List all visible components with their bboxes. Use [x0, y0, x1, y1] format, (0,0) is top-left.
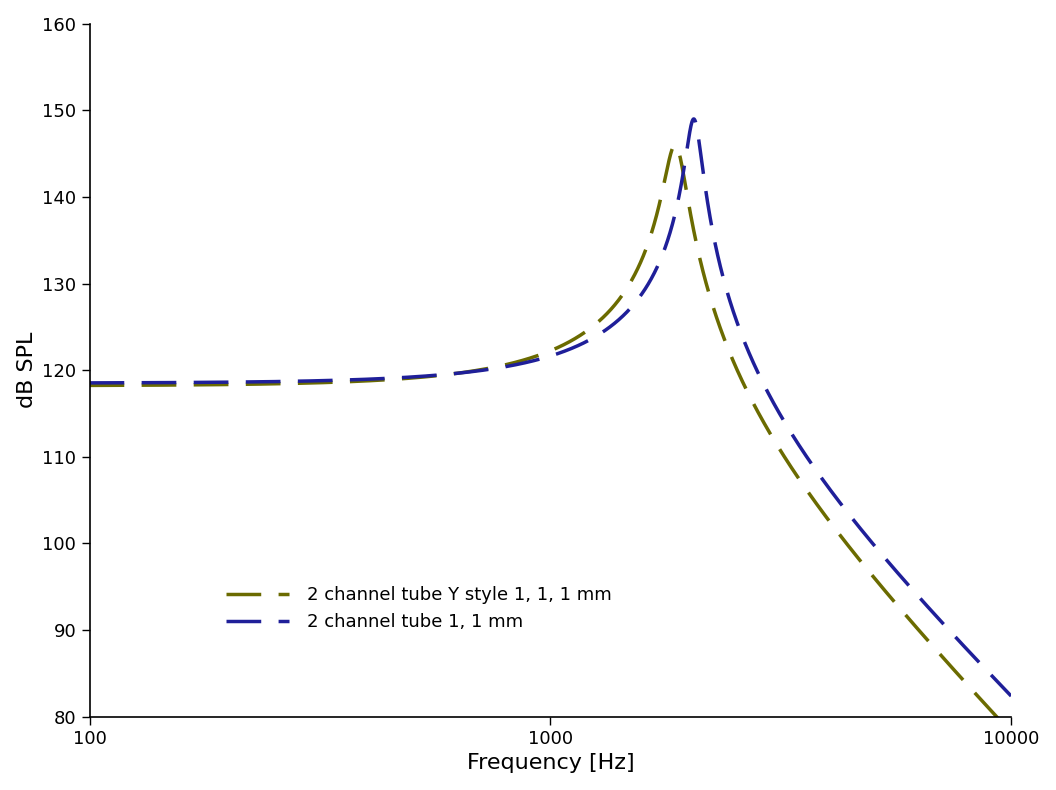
- 2 channel tube 1, 1 mm: [987, 672, 1000, 682]
- 2 channel tube 1, 1 mm: [188, 378, 201, 387]
- 2 channel tube 1, 1 mm: [476, 366, 489, 375]
- Y-axis label: dB SPL: dB SPL: [17, 332, 37, 408]
- Legend: 2 channel tube Y style 1, 1, 1 mm, 2 channel tube 1, 1 mm: 2 channel tube Y style 1, 1, 1 mm, 2 cha…: [219, 579, 619, 638]
- 2 channel tube Y style 1, 1, 1 mm: [888, 596, 901, 606]
- 2 channel tube Y style 1, 1, 1 mm: [436, 371, 449, 380]
- 2 channel tube Y style 1, 1, 1 mm: [668, 140, 681, 149]
- 2 channel tube 1, 1 mm: [243, 377, 256, 386]
- 2 channel tube 1, 1 mm: [888, 564, 901, 574]
- 2 channel tube Y style 1, 1, 1 mm: [987, 709, 1000, 718]
- 2 channel tube 1, 1 mm: [687, 115, 700, 124]
- 2 channel tube 1, 1 mm: [436, 370, 449, 379]
- 2 channel tube 1, 1 mm: [1005, 691, 1018, 701]
- Line: 2 channel tube 1, 1 mm: 2 channel tube 1, 1 mm: [90, 119, 1012, 696]
- 2 channel tube Y style 1, 1, 1 mm: [83, 381, 96, 390]
- X-axis label: Frequency [Hz]: Frequency [Hz]: [467, 754, 635, 773]
- 2 channel tube Y style 1, 1, 1 mm: [1005, 728, 1018, 737]
- Line: 2 channel tube Y style 1, 1, 1 mm: 2 channel tube Y style 1, 1, 1 mm: [90, 145, 1012, 732]
- 2 channel tube Y style 1, 1, 1 mm: [188, 380, 201, 389]
- 2 channel tube Y style 1, 1, 1 mm: [476, 365, 489, 374]
- 2 channel tube 1, 1 mm: [83, 378, 96, 388]
- 2 channel tube Y style 1, 1, 1 mm: [243, 379, 256, 389]
